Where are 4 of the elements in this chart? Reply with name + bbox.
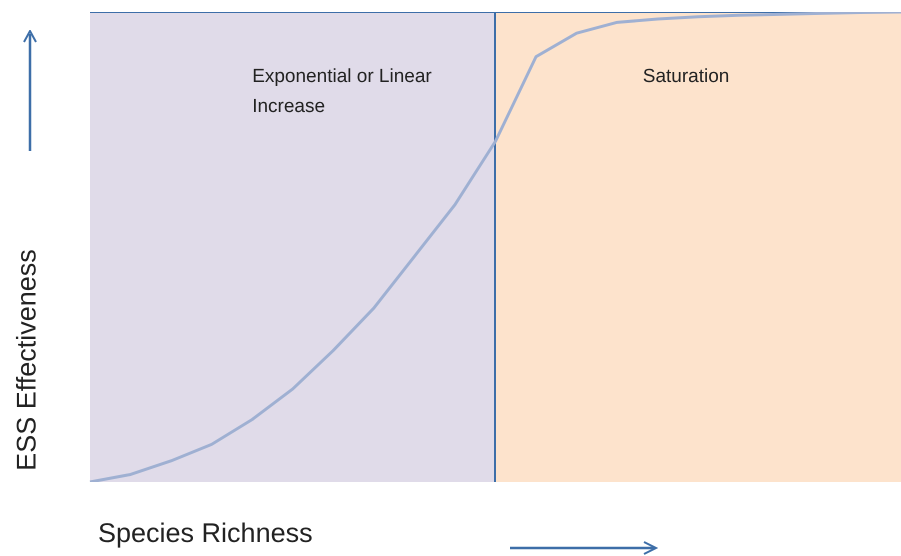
annotation: Saturation	[642, 65, 730, 89]
x-axis-title: Species Richness	[98, 518, 313, 549]
annotation: Exponential or Linear Increase	[252, 65, 433, 119]
y-axis-title: ESS Effectiveness	[12, 249, 42, 471]
